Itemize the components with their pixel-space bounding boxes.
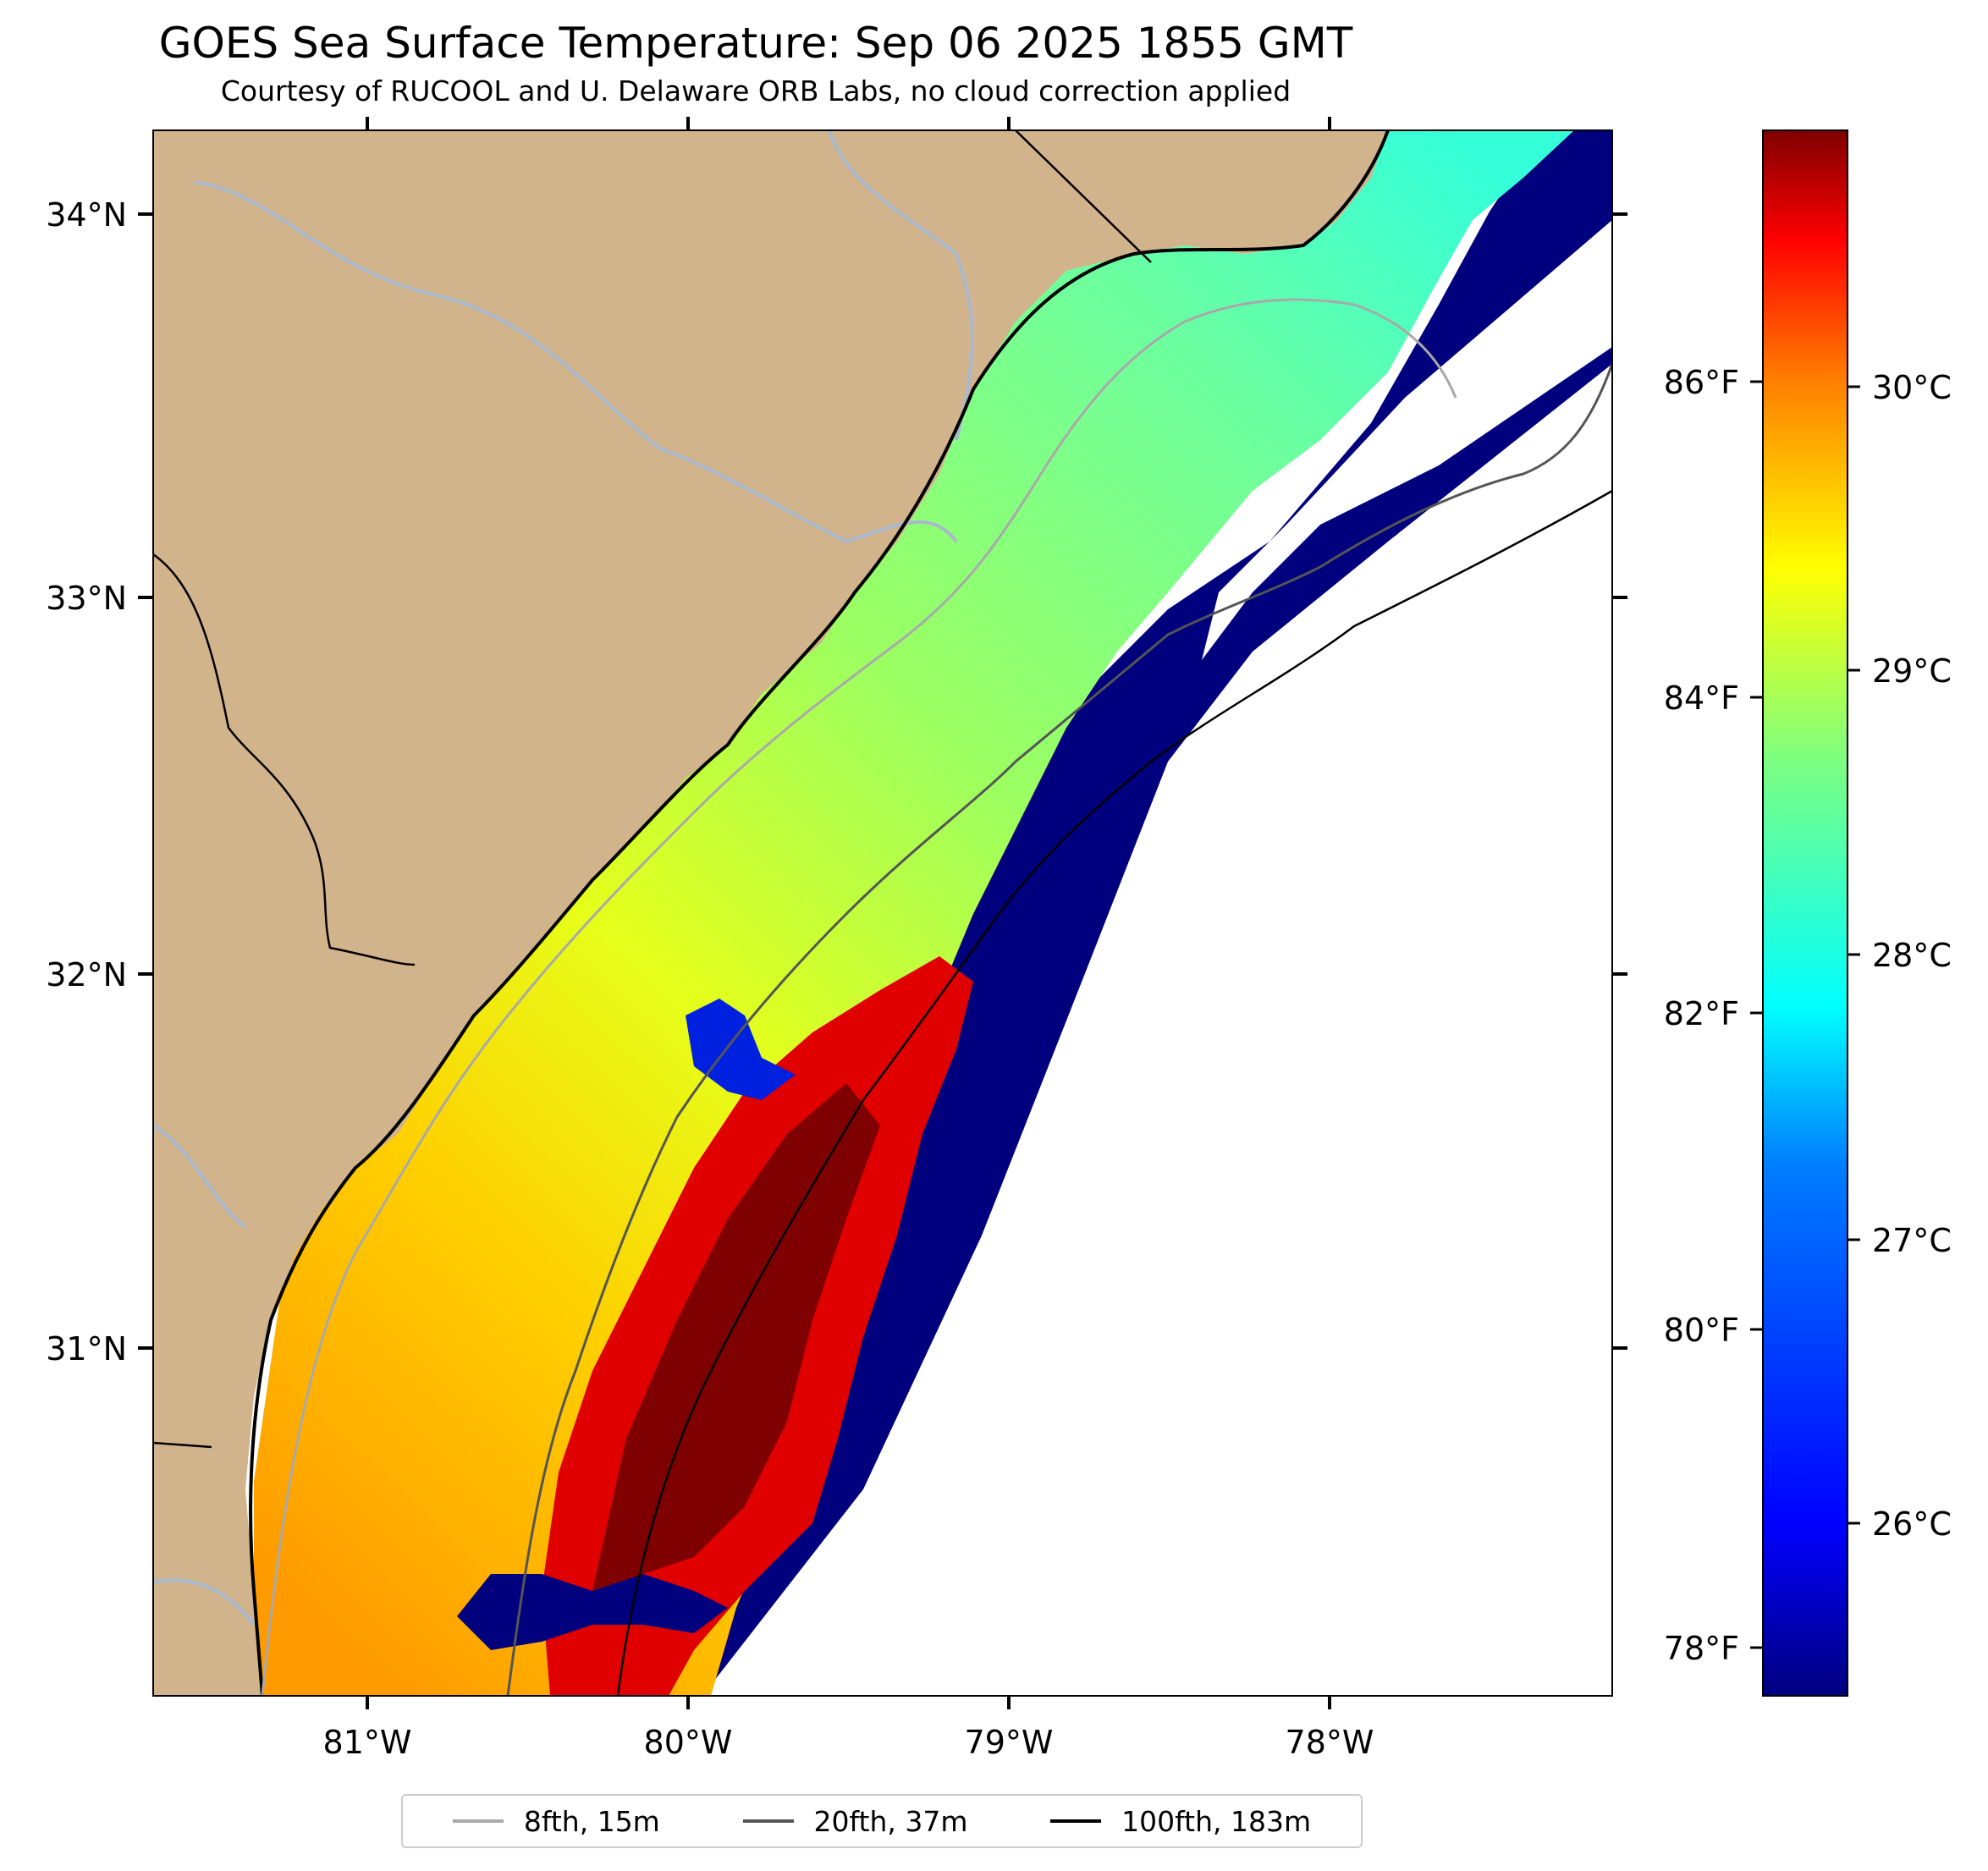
state-boundary-nc-sc (1015, 130, 1152, 263)
map-subtitle: Courtesy of RUCOOL and U. Delaware ORB L… (220, 74, 1291, 107)
legend-item-100fth: 100fth, 183m (1050, 1805, 1311, 1838)
legend-label-20fth: 20fth, 37m (813, 1804, 968, 1838)
cold-water-region (660, 130, 1612, 1696)
lat-label-34n: 34°N (46, 196, 127, 234)
isobath-8fth (261, 298, 1457, 1696)
cool-patch-south (457, 1574, 728, 1650)
land (153, 130, 1388, 1696)
cool-patch-mid (686, 999, 796, 1100)
map-title: GOES Sea Surface Temperature: Sep 06 202… (158, 19, 1353, 68)
lat-label-31n: 31°N (46, 1330, 127, 1367)
legend-swatch-20fth (742, 1819, 794, 1823)
state-boundary-sc-ga (153, 553, 416, 966)
latitude-ticks (138, 212, 1627, 1350)
coastline (249, 130, 1390, 1696)
colorbar-label-27c: 27°C (1872, 1222, 1952, 1259)
clear-band-east (1202, 220, 1612, 660)
colorbar (1762, 129, 1848, 1697)
isobath-legend: 8fth, 15m 20fth, 37m 100fth, 183m (401, 1794, 1363, 1848)
legend-swatch-100fth (1050, 1819, 1102, 1823)
colorbar-label-26c: 26°C (1872, 1505, 1952, 1543)
warm-core-peak (592, 1083, 880, 1591)
legend-label-100fth: 100fth, 183m (1121, 1804, 1312, 1838)
shelf-water (254, 130, 1574, 1696)
river-2 (828, 130, 974, 441)
legend-item-8fth: 8fth, 15m (452, 1804, 660, 1838)
celsius-ticks (1848, 385, 1860, 1525)
lat-label-33n: 33°N (46, 580, 127, 617)
clear-band (779, 508, 1612, 1696)
legend-item-20fth: 20fth, 37m (742, 1804, 968, 1838)
river-3 (153, 1124, 247, 1229)
legend-label-8fth: 8fth, 15m (523, 1804, 660, 1838)
isobath-20fth (506, 363, 1612, 1696)
longitude-ticks (366, 117, 1331, 1709)
lon-label-78w: 78°W (1286, 1724, 1374, 1761)
colorbar-label-80f: 80°F (1664, 1312, 1739, 1349)
lon-label-79w: 79°W (965, 1724, 1054, 1761)
colorbar-label-28c: 28°C (1872, 937, 1952, 974)
colorbar-label-29c: 29°C (1872, 652, 1952, 690)
legend-swatch-8fth (452, 1819, 504, 1823)
state-boundary-ga-fl (153, 1441, 212, 1449)
colorbar-label-30c: 30°C (1872, 369, 1952, 406)
colorbar-label-86f: 86°F (1664, 364, 1739, 401)
river-4 (153, 1578, 256, 1626)
map-plot-area (153, 130, 1612, 1696)
colorbar-label-84f: 84°F (1664, 680, 1739, 717)
isobath-100fth (616, 489, 1612, 1696)
colorbar-label-78f: 78°F (1664, 1630, 1739, 1667)
colorbar-label-82f: 82°F (1664, 995, 1739, 1032)
river-1 (194, 180, 958, 544)
fahrenheit-ticks (1750, 380, 1763, 1649)
lat-label-32n: 32°N (46, 956, 127, 993)
lon-label-81w: 81°W (323, 1724, 412, 1761)
lon-label-80w: 80°W (644, 1724, 733, 1761)
